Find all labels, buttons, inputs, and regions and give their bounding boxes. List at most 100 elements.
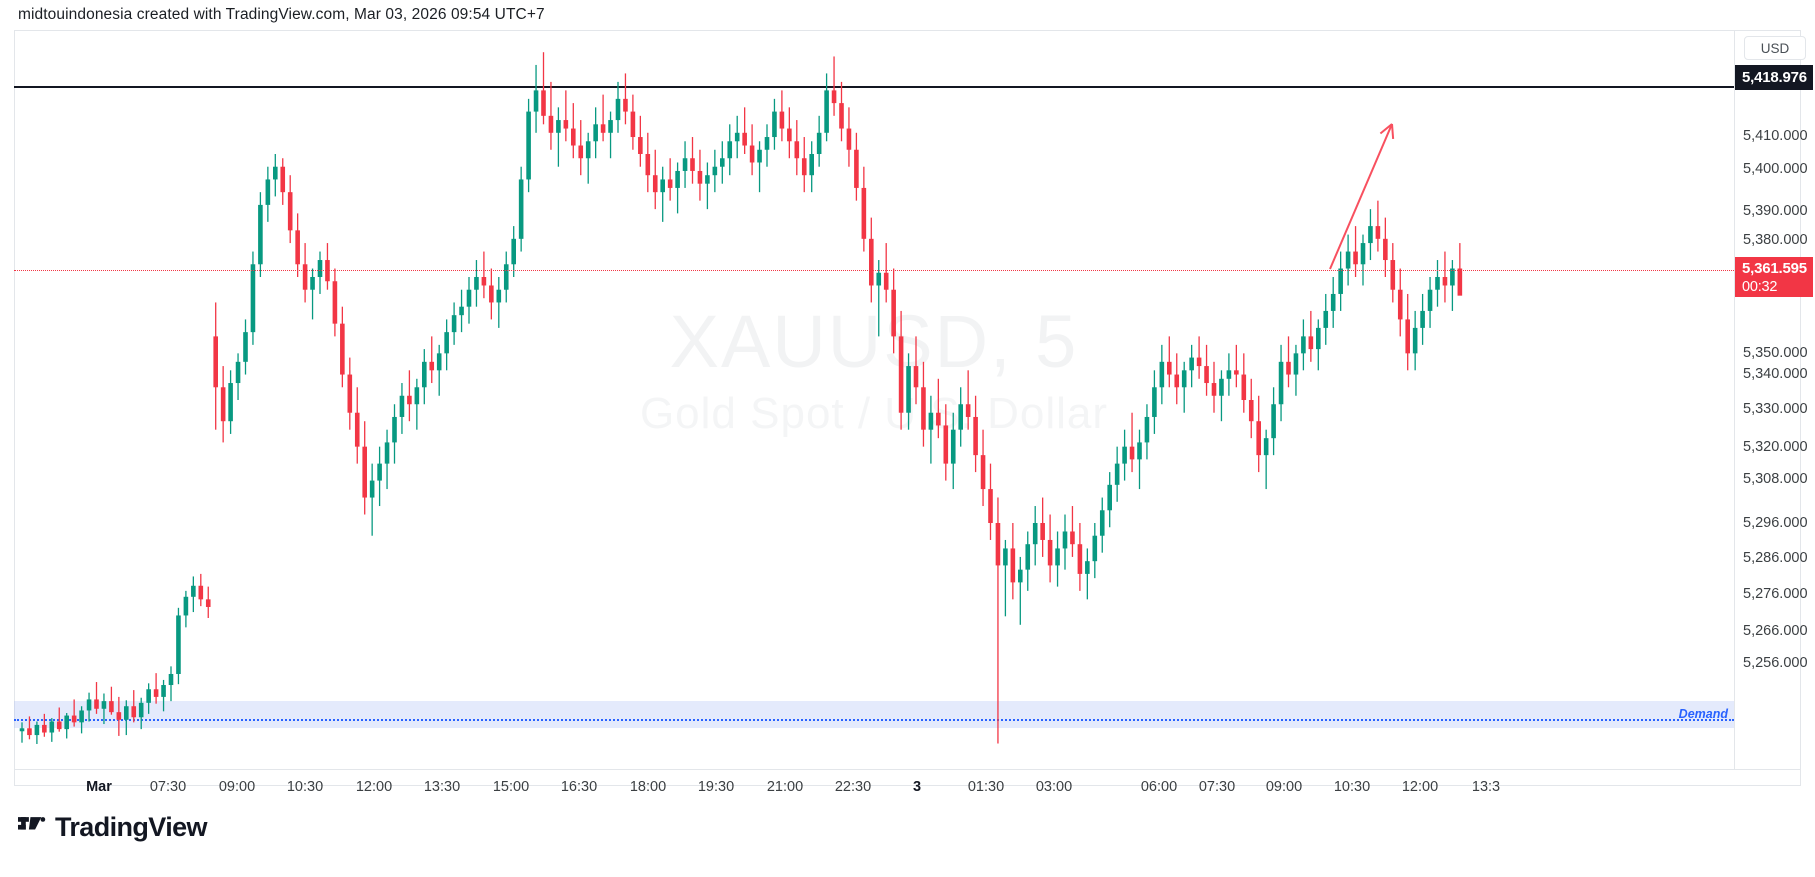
candle-body xyxy=(936,412,941,426)
candle-body xyxy=(809,154,814,176)
price-tick-label: 5,286.000 xyxy=(1743,550,1808,566)
candle-body xyxy=(1137,442,1142,460)
candle-body xyxy=(1040,523,1045,540)
current-price-line xyxy=(14,270,1734,271)
candle-body xyxy=(1256,421,1261,456)
candle-body xyxy=(600,124,606,133)
candle-body xyxy=(1293,353,1299,375)
price-tick-label: 5,350.000 xyxy=(1743,345,1808,361)
candle-body xyxy=(593,124,598,142)
candle-body xyxy=(1390,260,1396,290)
candle-body xyxy=(1204,366,1209,384)
candle-body xyxy=(436,353,442,371)
candle-body xyxy=(1107,484,1112,511)
price-axis[interactable]: USD 5,418.976 5,410.000 5,400.000 5,390.00… xyxy=(1735,31,1815,769)
candle-body xyxy=(1234,370,1239,375)
high-price-badge: 5,418.976 xyxy=(1735,65,1813,90)
candle-body xyxy=(891,289,896,337)
candle-body xyxy=(1338,268,1343,294)
candle-body xyxy=(697,170,703,184)
candle-body xyxy=(839,103,844,129)
candle-body xyxy=(578,145,584,159)
candle-body xyxy=(161,685,166,697)
bullish-projection-arrow[interactable] xyxy=(1329,123,1395,270)
candle-body xyxy=(1427,289,1433,311)
candle-body xyxy=(801,158,807,176)
candle-body xyxy=(258,204,263,265)
candle-body xyxy=(392,416,397,443)
time-axis[interactable]: Mar 07:30 09:00 10:30 12:00 13:30 15:00 16:30 18… xyxy=(14,770,1801,802)
demand-zone[interactable] xyxy=(14,701,1734,728)
watermark-symbol: XAUUSD, 5 xyxy=(669,300,1079,383)
price-tick-label: 5,400.000 xyxy=(1743,161,1808,177)
candle-body xyxy=(690,158,695,171)
candle-body xyxy=(831,90,837,104)
candle-body xyxy=(757,149,762,163)
currency-badge[interactable]: USD xyxy=(1744,36,1806,60)
candle-body xyxy=(913,366,919,388)
candle-body xyxy=(369,480,375,498)
time-tick-label: 06:00 xyxy=(1140,779,1178,795)
attribution-text: midtouindonesia created with TradingView… xyxy=(18,6,545,23)
candle-body xyxy=(973,416,978,456)
high-price-line[interactable] xyxy=(14,86,1734,88)
candle-body xyxy=(667,179,673,188)
candle-body xyxy=(876,272,882,286)
candle-body xyxy=(787,128,792,142)
candle-body xyxy=(168,673,174,686)
time-tick-label: 19:30 xyxy=(697,779,735,795)
time-tick-label: 22:30 xyxy=(834,779,872,795)
candle-body xyxy=(764,137,770,150)
candle-body xyxy=(623,98,628,112)
candle-body xyxy=(362,446,367,498)
candle-body xyxy=(1271,404,1276,439)
candle-body xyxy=(1383,238,1388,261)
candle-body xyxy=(712,166,718,176)
price-tick-label: 5,308.000 xyxy=(1743,471,1808,487)
time-tick-label: 10:30 xyxy=(286,779,324,795)
candle-body xyxy=(1070,531,1075,545)
candle-body xyxy=(459,306,464,316)
candle-body xyxy=(1360,243,1366,265)
candle-body xyxy=(287,192,293,231)
candle-body xyxy=(1457,268,1463,296)
candle-body xyxy=(1353,251,1358,265)
candle-body xyxy=(883,272,889,290)
candle-body xyxy=(205,599,211,607)
candle-body xyxy=(489,285,494,303)
watermark-description: Gold Spot / U.S. Dollar xyxy=(639,389,1109,438)
candle-body xyxy=(630,111,636,138)
time-tick-label: 13:30 xyxy=(423,779,461,795)
candle-body xyxy=(727,141,733,159)
candle-body xyxy=(906,366,911,413)
candle-body xyxy=(1003,548,1008,566)
candle-body xyxy=(705,175,710,184)
candle-body xyxy=(675,170,680,188)
candle-body xyxy=(958,404,963,430)
chart-plot-area[interactable]: XAUUSD, 5 Gold Spot / U.S. Dollar Demand xyxy=(14,31,1734,769)
candle-body xyxy=(250,264,256,333)
candle-body xyxy=(444,332,449,354)
candle-body xyxy=(1189,357,1194,371)
candle-body xyxy=(317,260,323,277)
candle-body xyxy=(481,277,487,286)
candle-body xyxy=(295,230,300,265)
time-tick-label: 16:30 xyxy=(560,779,598,795)
candle-body xyxy=(474,277,479,290)
candle-body xyxy=(898,336,904,413)
candle-body xyxy=(1248,400,1254,422)
candle-body xyxy=(965,404,971,417)
current-price-badge[interactable]: 5,361.595 00:32 xyxy=(1735,257,1813,297)
candle-body xyxy=(1241,374,1247,400)
candle-body xyxy=(496,289,502,303)
candle-body xyxy=(1330,293,1336,311)
tradingview-logo[interactable]: TradingView xyxy=(18,812,208,843)
candle-body xyxy=(265,179,271,205)
candle-body xyxy=(1278,361,1284,405)
candle-body xyxy=(1092,535,1098,562)
candle-body xyxy=(1055,548,1060,566)
candle-body xyxy=(1397,289,1403,320)
tradingview-wordmark: TradingView xyxy=(55,812,208,842)
candle-body xyxy=(779,111,785,129)
candle-body xyxy=(772,111,777,138)
